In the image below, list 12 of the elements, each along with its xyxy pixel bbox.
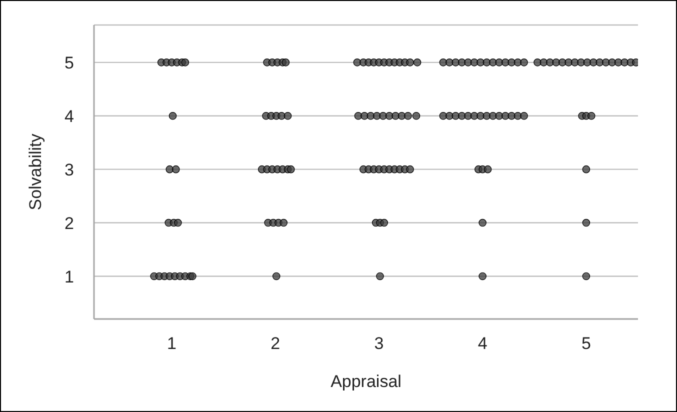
x-tick-label: 1 [166,334,176,354]
x-tick-label: 3 [374,334,384,354]
y-tick-label: 5 [64,53,74,72]
x-tick-label: 2 [270,334,280,354]
y-axis-title: Solvability [26,133,46,210]
y-tick-label: 1 [64,267,74,286]
x-axis-title: Appraisal [330,372,402,391]
y-tick-label: 2 [64,214,74,233]
y-tick-label: 4 [64,106,74,126]
x-tick-label: 5 [581,334,591,354]
x-tick-label: 4 [478,334,488,354]
y-tick-label: 3 [64,160,74,180]
